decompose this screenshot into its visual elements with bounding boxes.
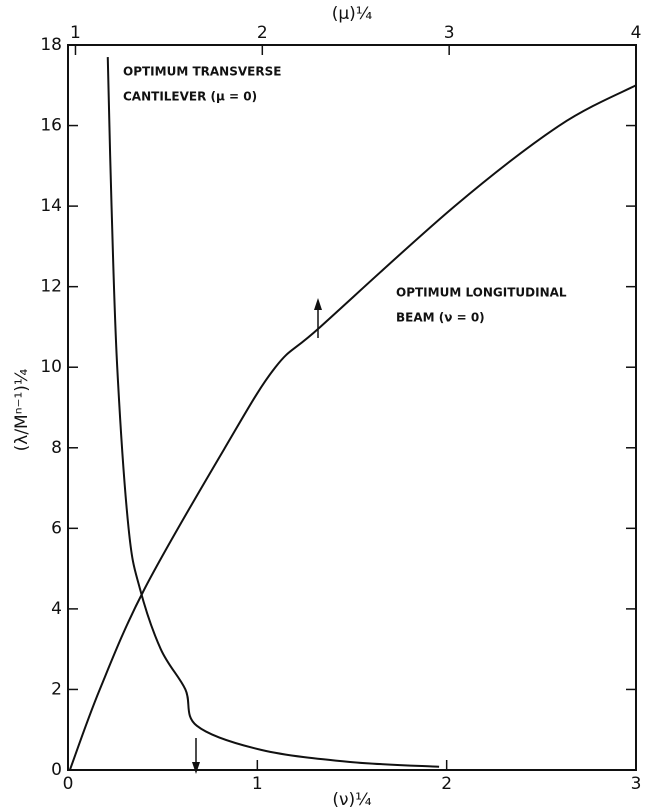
y-tick-label: 8	[51, 438, 62, 458]
arrow-head	[314, 298, 322, 310]
y-axis-label: (λ/Mⁿ⁻¹)¼	[12, 369, 32, 452]
line	[68, 84, 637, 771]
arrow-head	[192, 762, 200, 774]
x2-axis-label: (μ)¼	[332, 4, 373, 24]
x2-tick-label: 1	[70, 23, 81, 43]
y-tick-label: 4	[51, 599, 62, 619]
annotation: OPTIMUM LONGITUDINAL	[396, 286, 567, 300]
x2-tick-label: 4	[631, 23, 642, 43]
x-tick-label: 2	[441, 774, 452, 794]
x-axis-label: (ν)¼	[332, 790, 371, 810]
y-tick-label: 0	[51, 760, 62, 780]
y-tick-label: 6	[51, 518, 62, 538]
x2-tick-label: 3	[444, 23, 455, 43]
y-tick-label: 18	[40, 35, 62, 55]
y-tick-label: 2	[51, 679, 62, 699]
y-tick-label: 12	[40, 277, 62, 297]
x-tick-label: 1	[252, 774, 263, 794]
annotation: CANTILEVER (μ = 0)	[123, 90, 257, 104]
plot-frame	[67, 44, 637, 771]
x2-tick-label: 2	[257, 23, 268, 43]
line	[106, 57, 440, 768]
y-tick-label: 14	[40, 196, 62, 216]
annotation: BEAM (ν = 0)	[396, 311, 485, 325]
x-tick-label: 0	[63, 774, 74, 794]
annotation: OPTIMUM TRANSVERSE	[123, 65, 281, 79]
y-tick-label: 10	[40, 357, 62, 377]
y-tick-label: 16	[40, 116, 62, 136]
x-tick-label: 3	[631, 774, 642, 794]
